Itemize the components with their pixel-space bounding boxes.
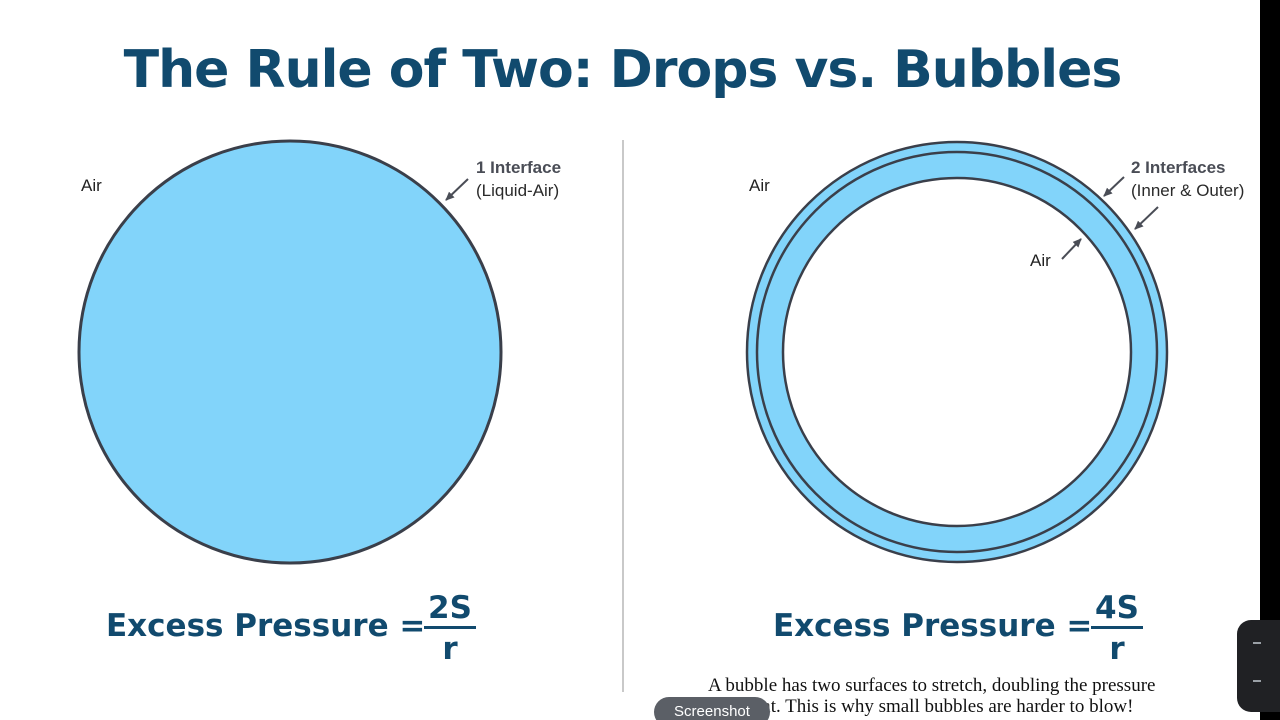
note-line-2: ment. This is why small bubbles are hard…	[738, 696, 1134, 717]
drop-interface-title: 1 Interface	[476, 158, 562, 177]
bubble-fraction: 4S r	[1091, 592, 1143, 665]
drop-interface-callout: 1 Interface (Liquid-Air)	[476, 156, 561, 202]
fraction-bar	[1091, 626, 1143, 629]
bubble-denominator: r	[1109, 631, 1125, 667]
handle-tick	[1253, 680, 1261, 682]
screenshot-button[interactable]: Screenshot	[654, 697, 770, 720]
drop-denominator: r	[442, 631, 458, 667]
fraction-bar	[424, 626, 476, 629]
arrow-icon	[1061, 238, 1082, 260]
bubble-formula-label: Excess Pressure =	[773, 608, 1093, 644]
bubble-interface-sub: (Inner & Outer)	[1131, 181, 1245, 200]
drop-numerator: 2S	[428, 590, 472, 626]
bubble-numerator: 4S	[1095, 590, 1139, 626]
bubble-interface-callout: 2 Interfaces (Inner & Outer)	[1131, 156, 1244, 202]
handle-tick	[1253, 642, 1261, 644]
bubble-interface-title: 2 Interfaces	[1131, 158, 1226, 177]
note-line-1: A bubble has two surfaces to stretch, do…	[708, 675, 1156, 696]
arrow-icon	[1134, 206, 1159, 230]
drop-air-label: Air	[81, 176, 102, 195]
drop-formula: Excess Pressure = 2S r	[106, 592, 476, 672]
drop-formula-label: Excess Pressure =	[106, 608, 426, 644]
bubble-shell	[745, 140, 1169, 564]
drop-fraction: 2S r	[424, 592, 476, 665]
bubble-inner-film-line	[781, 176, 1133, 528]
side-panel-handle[interactable]	[1237, 620, 1280, 712]
explanation-note: A bubble has two surfaces to stretch, do…	[708, 675, 1208, 717]
arrow-icon	[445, 178, 469, 201]
bubble-formula: Excess Pressure = 4S r	[773, 592, 1143, 672]
slide-title: The Rule of Two: Drops vs. Bubbles	[123, 40, 1123, 100]
panel-divider	[622, 140, 624, 692]
bubble-inner-air-label: Air	[1030, 251, 1051, 270]
drop-interface-sub: (Liquid-Air)	[476, 181, 560, 200]
bubble-outer-film-line	[755, 150, 1159, 554]
arrow-icon	[1103, 176, 1125, 197]
bubble-outer-air-label: Air	[749, 176, 770, 195]
drop-circle	[77, 139, 503, 565]
